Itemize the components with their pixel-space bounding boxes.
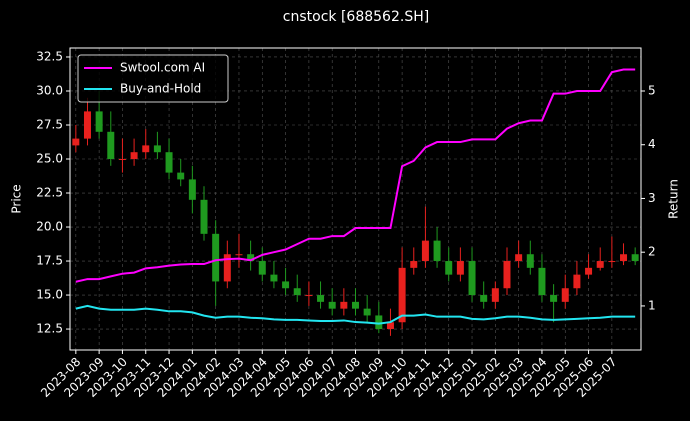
y-tick-label: 15.0 bbox=[36, 288, 63, 302]
y2-tick-label: 5 bbox=[648, 83, 656, 97]
return-line bbox=[75, 68, 636, 283]
y2-tick-label: 1 bbox=[648, 298, 656, 312]
candle-body bbox=[270, 274, 278, 282]
candle-body bbox=[491, 288, 499, 302]
candle-body bbox=[305, 295, 313, 297]
candle-body bbox=[352, 301, 359, 309]
candle-body bbox=[538, 267, 546, 296]
candle-body bbox=[293, 288, 301, 296]
candle-body bbox=[421, 240, 429, 262]
y-tick-label: 17.5 bbox=[36, 254, 63, 268]
candle-body bbox=[142, 145, 150, 153]
candle-body bbox=[118, 159, 126, 161]
candle-body bbox=[561, 288, 569, 302]
candle-body bbox=[363, 308, 371, 316]
candle-body bbox=[200, 199, 208, 234]
candle-body bbox=[235, 254, 243, 256]
candle-body bbox=[340, 301, 348, 309]
y2-tick-label: 2 bbox=[648, 245, 656, 259]
chart-title: cnstock [688562.SH] bbox=[283, 9, 429, 25]
candle-body bbox=[375, 315, 383, 330]
candle-body bbox=[153, 145, 161, 153]
candle-body bbox=[468, 261, 476, 296]
candle-body bbox=[165, 152, 173, 173]
y-tick-label: 12.5 bbox=[36, 322, 63, 336]
candle-body bbox=[410, 261, 418, 268]
candle-body bbox=[445, 261, 453, 275]
candle-body bbox=[596, 261, 604, 268]
y-tick-label: 22.5 bbox=[36, 186, 63, 200]
candle-body bbox=[282, 281, 290, 289]
plot-frame bbox=[69, 47, 642, 351]
candle-body bbox=[107, 131, 115, 160]
candle-body bbox=[608, 261, 616, 263]
candle-body bbox=[398, 267, 406, 323]
candle-body bbox=[223, 254, 231, 282]
return-line bbox=[75, 304, 636, 325]
candle-body bbox=[328, 301, 336, 309]
candle-body bbox=[177, 172, 185, 180]
candle-body bbox=[386, 322, 394, 330]
y-tick-label: 20.0 bbox=[36, 220, 63, 234]
y2-tick-label: 3 bbox=[648, 191, 656, 205]
candle-body bbox=[433, 240, 441, 262]
candle-body bbox=[188, 179, 196, 200]
y2-tick-label: 4 bbox=[648, 137, 656, 151]
candle-body bbox=[95, 111, 103, 132]
candle-body bbox=[573, 274, 581, 289]
y-tick-label: 25.0 bbox=[36, 152, 63, 166]
candle-body bbox=[258, 261, 266, 275]
candle-body bbox=[503, 261, 511, 289]
candle-body bbox=[550, 295, 558, 302]
y-axis-label: Price bbox=[10, 184, 24, 213]
candle-body bbox=[317, 295, 325, 302]
y-tick-label: 30.0 bbox=[36, 83, 63, 97]
y2-axis-label: Return bbox=[667, 179, 681, 219]
candle-body bbox=[247, 254, 255, 262]
candle-body bbox=[72, 138, 80, 146]
candle-body bbox=[83, 111, 91, 139]
candle-body bbox=[130, 152, 138, 160]
candle-body bbox=[620, 254, 628, 262]
candle-body bbox=[480, 295, 488, 302]
candle-body bbox=[526, 254, 534, 268]
candle-body bbox=[212, 233, 220, 282]
candle-body bbox=[631, 254, 639, 262]
candle-body bbox=[456, 261, 464, 275]
y-tick-label: 27.5 bbox=[36, 117, 63, 131]
candle-body bbox=[585, 267, 593, 275]
candle-body bbox=[515, 254, 523, 262]
legend-box bbox=[77, 54, 229, 103]
legend-label: Swtool.com AI bbox=[120, 61, 205, 75]
legend-label: Buy-and-Hold bbox=[120, 82, 201, 96]
y-tick-label: 32.5 bbox=[36, 49, 63, 63]
